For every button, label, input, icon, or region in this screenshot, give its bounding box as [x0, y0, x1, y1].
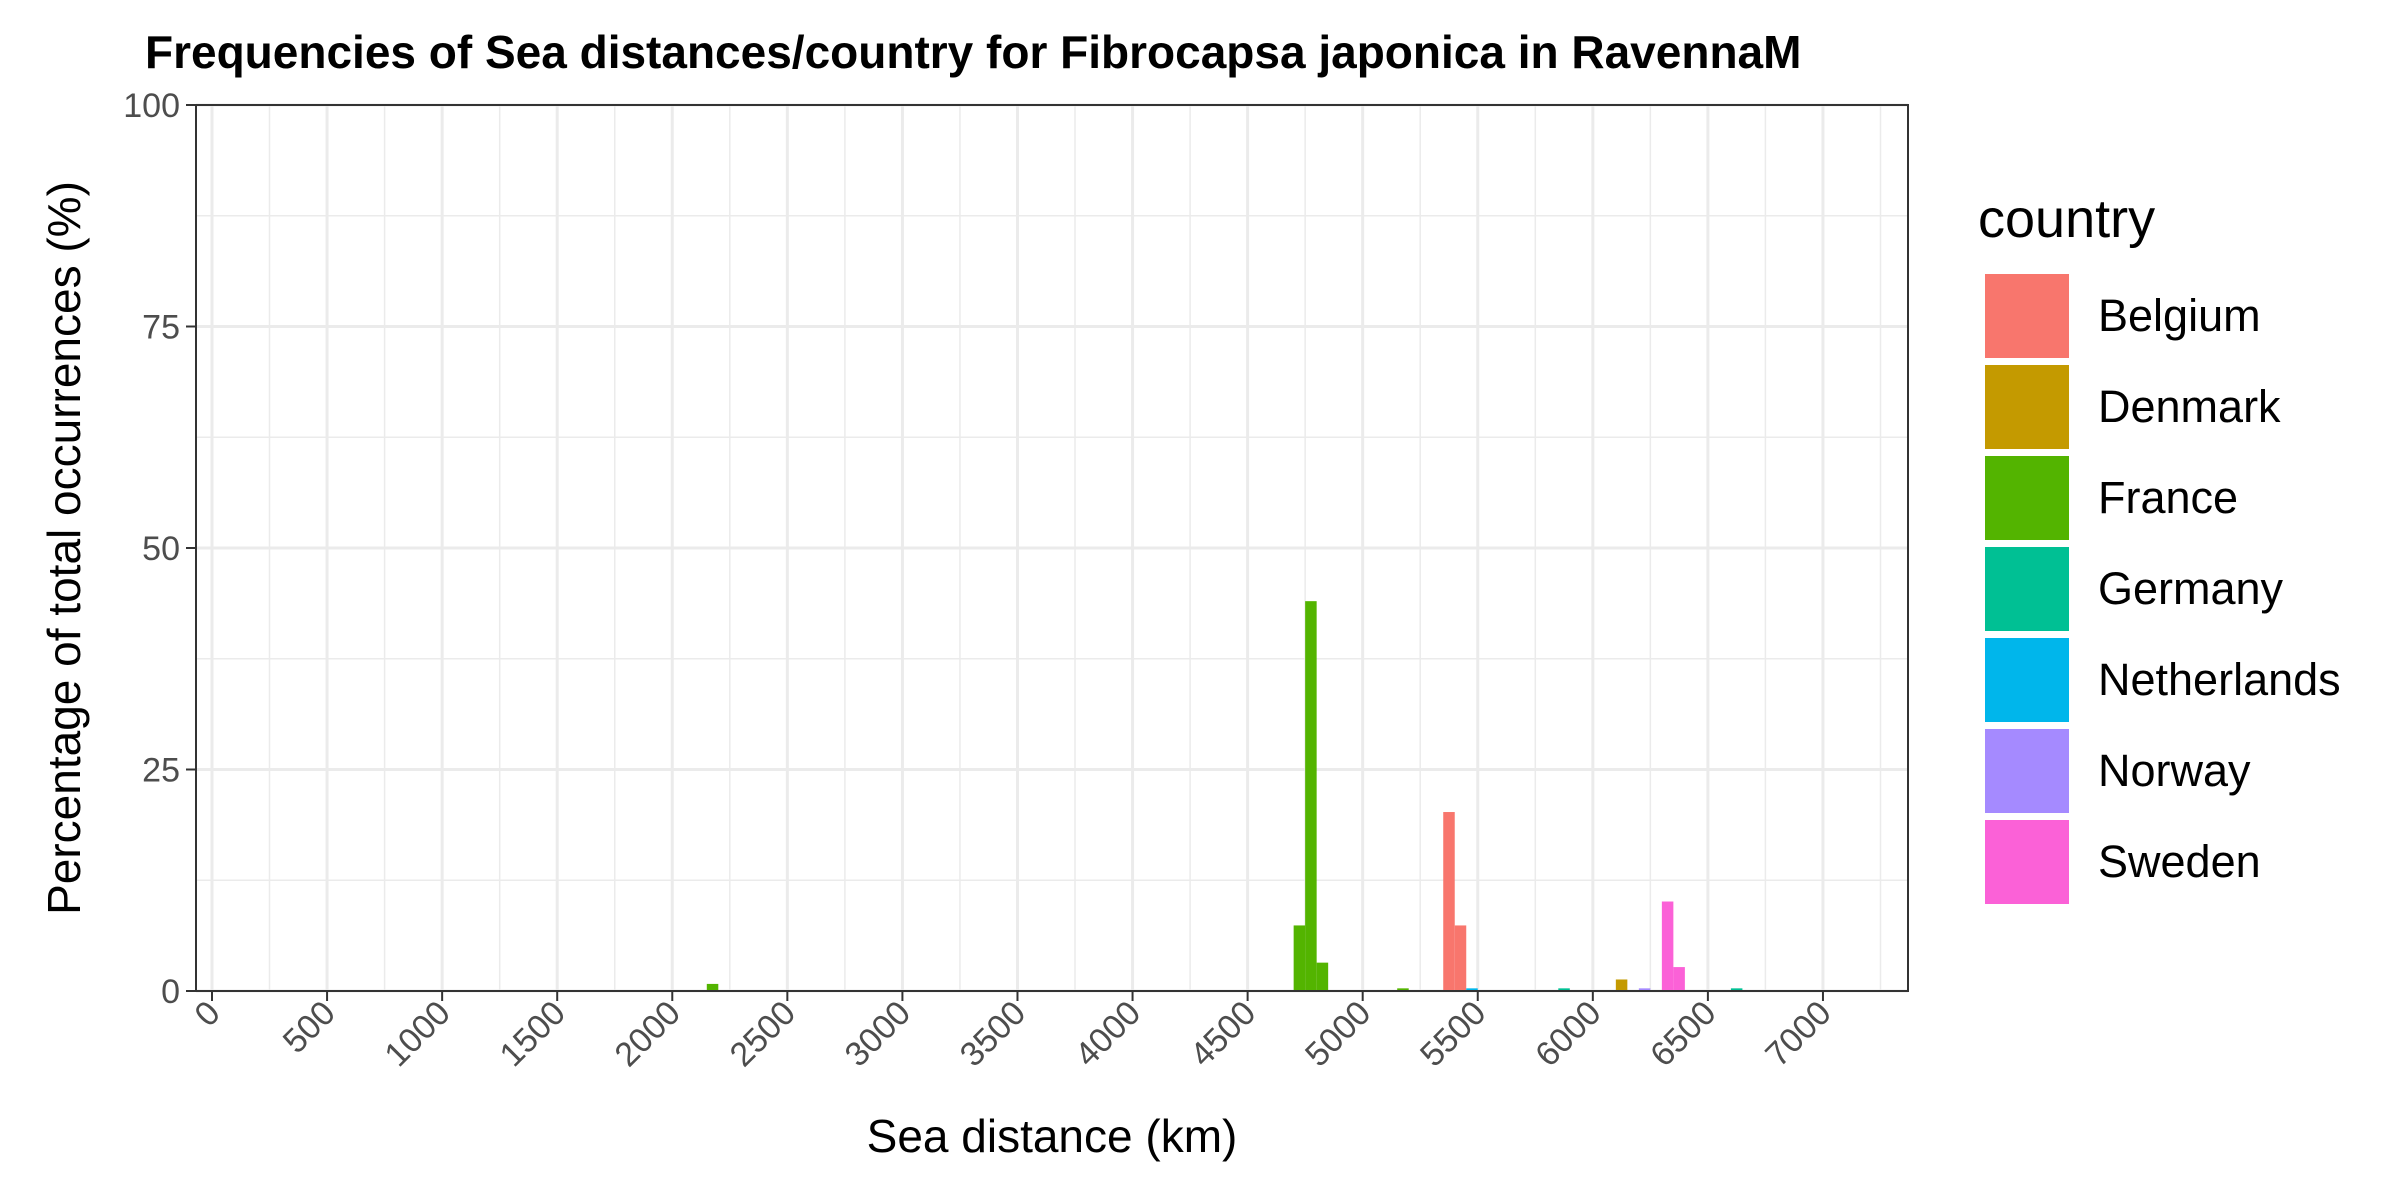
legend-label-netherlands: Netherlands: [2098, 654, 2341, 705]
y-tick-label: 50: [142, 530, 180, 568]
x-tick-label: 7000: [1758, 994, 1838, 1074]
y-axis-title: Percentage of total occurrences (%): [38, 181, 90, 915]
y-axis: 0 25 50 75 100: [123, 87, 196, 1011]
x-tick-label: 5500: [1413, 994, 1493, 1074]
x-axis-title: Sea distance (km): [867, 1110, 1238, 1162]
bar-france: [1305, 601, 1317, 991]
y-tick-label: 0: [161, 973, 180, 1011]
x-tick-label: 3500: [953, 994, 1033, 1074]
legend-title: country: [1978, 189, 2155, 249]
x-axis: 0 500 1000 1500 2000 2500 3000 3500 4000 4500 5000…: [187, 991, 1839, 1074]
bar-denmark: [1615, 979, 1628, 991]
legend-key-belgium: [1983, 272, 2071, 360]
x-tick-label: 500: [276, 994, 343, 1061]
x-tick-label: 2500: [723, 994, 803, 1074]
bar-netherlands: [1466, 988, 1478, 991]
x-tick-label: 1000: [377, 994, 457, 1074]
legend-label-france: France: [2098, 472, 2238, 523]
legend-key-sweden: [1983, 818, 2071, 906]
bar-france: [1397, 988, 1409, 991]
x-tick-label: 4500: [1183, 994, 1263, 1074]
x-tick-label: 6000: [1528, 994, 1608, 1074]
y-tick-label: 100: [123, 87, 180, 125]
x-tick-label: 6500: [1643, 994, 1723, 1074]
x-tick-label: 2000: [608, 994, 688, 1074]
bar-sweden: [1661, 901, 1674, 991]
y-tick-label: 75: [142, 309, 180, 347]
bars: [706, 601, 1743, 991]
legend-key-netherlands: [1983, 636, 2071, 724]
bar-france: [1293, 925, 1306, 991]
legend-label-norway: Norway: [2098, 745, 2251, 796]
legend-label-denmark: Denmark: [2098, 381, 2281, 432]
y-tick-label: 25: [142, 752, 180, 790]
x-tick-label: 1500: [493, 994, 573, 1074]
x-tick-label: 5000: [1298, 994, 1378, 1074]
bar-sweden: [1673, 967, 1685, 991]
legend-key-germany: [1983, 545, 2071, 633]
legend-label-sweden: Sweden: [2098, 836, 2261, 887]
legend-key-norway: [1983, 727, 2071, 815]
bar-france: [706, 983, 719, 991]
legend-label-belgium: Belgium: [2098, 290, 2261, 341]
legend-label-germany: Germany: [2098, 563, 2284, 614]
bar-germany: [1730, 988, 1743, 991]
bar-norway: [1638, 988, 1651, 991]
chart-title: Frequencies of Sea distances/country for…: [145, 26, 1801, 78]
legend-key-denmark: [1983, 363, 2071, 451]
bar-belgium: [1443, 812, 1455, 991]
legend: country Belgium Denmark France Germany Nethe…: [1978, 189, 2341, 906]
x-tick-label: 4000: [1068, 994, 1148, 1074]
x-tick-label: 0: [187, 994, 227, 1034]
legend-key-france: [1983, 454, 2071, 542]
x-tick-label: 3000: [838, 994, 918, 1074]
bar-belgium: [1454, 925, 1467, 991]
bar-germany: [1558, 988, 1570, 991]
bar-france: [1316, 962, 1329, 991]
